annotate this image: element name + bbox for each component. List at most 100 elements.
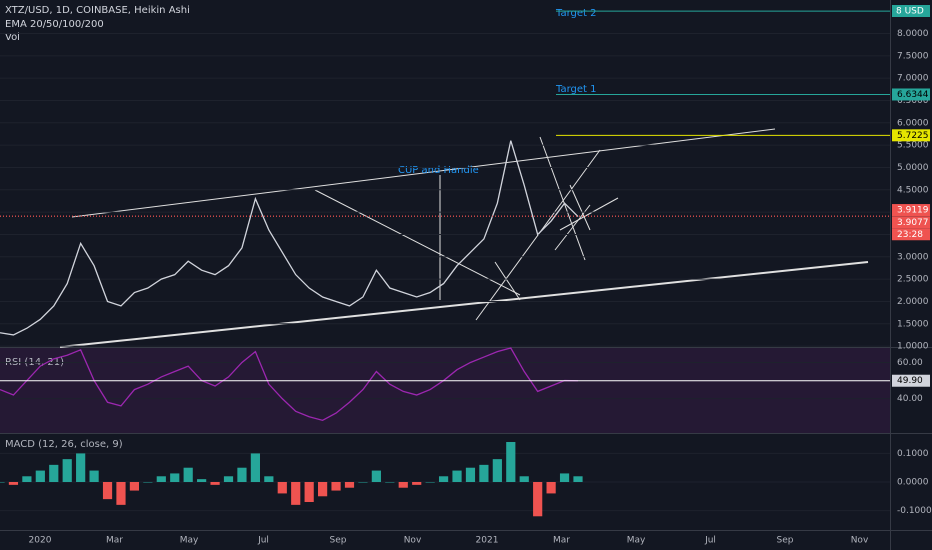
histogram-bar [264, 476, 274, 482]
y-tick-label: 2.5000 [897, 275, 929, 285]
histogram-bar [89, 470, 99, 482]
histogram-bar [519, 476, 529, 482]
histogram-bar [197, 479, 207, 482]
x-tick-label: Mar [106, 536, 123, 546]
drawings [59, 128, 869, 348]
histogram-bar [358, 482, 368, 483]
histogram-bar [156, 476, 166, 482]
price-tag-bg [892, 216, 930, 229]
histogram-bar [143, 482, 153, 483]
histogram-bar [506, 442, 516, 482]
histogram-bar [452, 470, 462, 482]
y-tick-label: 0.0000 [897, 478, 929, 488]
rsi-tag-bg [892, 374, 930, 387]
x-tick-label: 2021 [476, 536, 499, 546]
histogram-bar [129, 482, 140, 491]
annotation-cup: CUP and Handle [398, 165, 479, 176]
histogram-bar [465, 467, 476, 482]
histogram-bar [385, 482, 395, 483]
level-tag-bg [892, 88, 930, 101]
y-tick-label: 7.0000 [897, 74, 929, 84]
y-tick-label: 6.0000 [897, 118, 929, 128]
y-tick-label: 8.0000 [897, 29, 929, 39]
y-tick-label: -0.1000 [897, 506, 932, 516]
x-tick-label: Sep [777, 536, 794, 546]
histogram-bar [170, 473, 180, 482]
histogram-bar [344, 482, 355, 488]
histogram-bar [533, 482, 543, 517]
histogram-bar [492, 459, 502, 482]
y-tick-label: 0.1000 [897, 449, 929, 459]
histogram-bar [102, 482, 113, 500]
x-tick-label: Sep [330, 536, 347, 546]
y-tick-label: 3.0000 [897, 252, 929, 262]
histogram-bar [331, 482, 341, 491]
macd-title: MACD (12, 26, close, 9) [5, 439, 123, 450]
histogram-bar [277, 482, 287, 494]
histogram-bar [8, 482, 19, 485]
histogram-bar [425, 482, 435, 483]
header-symbol: XTZ/USD, 1D, COINBASE, Heikin Ashi [5, 5, 190, 16]
histogram-bar [479, 464, 489, 482]
histogram-bar [573, 476, 583, 482]
y-tick-label: 5.0000 [897, 163, 929, 173]
series-line [0, 140, 579, 336]
y-tick-label: 5.5000 [897, 141, 929, 151]
level-tag-bg [892, 129, 930, 142]
histogram-bar [183, 467, 193, 482]
x-tick-label: Jul [257, 536, 269, 546]
histogram-bar [412, 482, 422, 485]
histogram-bar [559, 473, 570, 482]
histogram-bar [35, 470, 45, 482]
y-tick-label: 4.5000 [897, 185, 929, 195]
series-line [0, 347, 579, 422]
histogram-bar [438, 476, 449, 482]
x-tick-label: May [180, 536, 199, 546]
y-tick-label: 1.5000 [897, 319, 929, 329]
x-tick-label: Mar [553, 536, 570, 546]
countdown-bg [892, 228, 930, 241]
y-tick-label: 6.5000 [897, 96, 929, 106]
price-tag: 3.9119 [897, 206, 929, 216]
histogram-bar [318, 482, 328, 497]
histogram-bar [210, 482, 220, 485]
annotation-target2: Target 2 [555, 8, 596, 19]
y-tick-label: 40.00 [897, 394, 923, 404]
level-tag: 6.6344 [897, 90, 929, 100]
x-tick-label: Nov [404, 536, 422, 546]
level-tag: 5.7225 [897, 131, 929, 141]
histogram-bar [291, 482, 301, 505]
histogram-bar [371, 470, 381, 482]
countdown: 23:28 [897, 230, 923, 240]
header-vol: Vol [5, 32, 20, 43]
target2-tag: 8 USD [896, 7, 924, 17]
histogram-bar [304, 482, 314, 502]
header-ema: EMA 20/50/100/200 [5, 19, 104, 30]
x-tick-label: Jul [704, 536, 716, 546]
histogram-bar [0, 482, 5, 483]
histogram-bar [250, 453, 260, 482]
histogram-bar [49, 464, 59, 482]
y-tick-label: 60.00 [897, 358, 923, 368]
y-tick-label: 1.0000 [897, 342, 929, 352]
y-tick-label: 2.0000 [897, 297, 929, 307]
x-tick-label: Nov [851, 536, 869, 546]
histogram-bar [116, 482, 126, 505]
price-tag: 3.9077 [897, 218, 929, 228]
histogram-bar [237, 467, 247, 482]
target2-tag-bg [892, 5, 930, 17]
x-tick-label: 2020 [29, 536, 52, 546]
rsi-tag: 49.90 [897, 376, 923, 386]
annotation-target1: Target 1 [555, 84, 596, 95]
x-tick-label: May [627, 536, 646, 546]
histogram-bar [62, 459, 72, 482]
histogram-bar [22, 476, 32, 482]
histogram-bar [546, 482, 556, 494]
price-tag-bg [892, 204, 930, 217]
y-tick-label: 7.5000 [897, 51, 929, 61]
histogram-bar [223, 476, 234, 482]
histogram-bar [76, 453, 86, 482]
histogram-bar [398, 482, 408, 488]
